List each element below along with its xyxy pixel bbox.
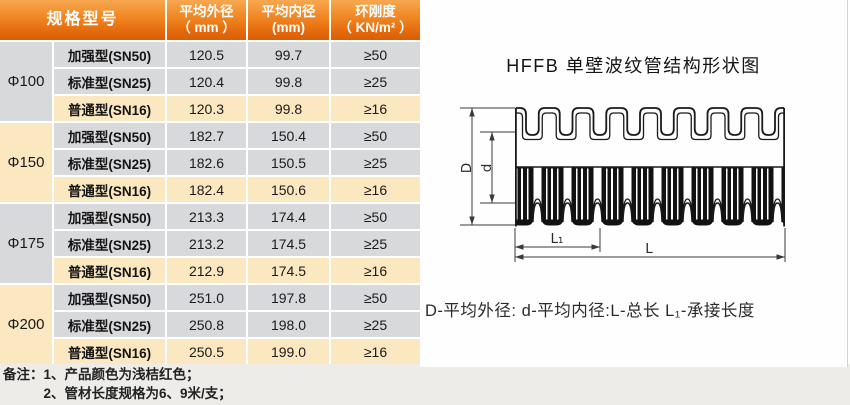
value-cell: 99.8	[248, 69, 329, 94]
value-cell: ≥16	[331, 339, 420, 364]
spec-table: 规格型号 平均外径 （ mm ） 平均内径 (mm) 环刚度 （ KN/m² ）…	[0, 0, 420, 364]
diagram-title: HFFB 单壁波纹管结构形状图	[506, 56, 761, 76]
size-label: Φ150	[0, 123, 52, 202]
value-cell: 150.6	[248, 177, 329, 202]
value-cell: ≥25	[331, 150, 420, 175]
header-line: 平均内径	[261, 4, 316, 19]
size-label: Φ100	[0, 42, 52, 121]
value-cell: 99.8	[248, 96, 329, 121]
pipe-diagram-svg: D d L₁ L	[459, 107, 786, 262]
diagram-panel: HFFB 单壁波纹管结构形状图 D d L₁ L D-平均外径: d-平均内径:…	[420, 0, 848, 367]
spec-group: Φ200 加强型(SN50) 251.0 197.8 ≥50 标准型(SN25) 250.8…	[0, 285, 420, 364]
value-cell: ≥16	[331, 96, 420, 121]
value-cell: 251.0	[167, 285, 246, 310]
table-header: 规格型号 平均外径 （ mm ） 平均内径 (mm) 环刚度 （ KN/m² ）	[0, 0, 420, 40]
value-cell: ≥50	[331, 204, 420, 229]
value-cell: ≥50	[331, 285, 420, 310]
type-cell: 加强型(SN50)	[54, 123, 165, 148]
value-cell: 174.5	[248, 258, 329, 283]
value-cell: 150.4	[248, 123, 329, 148]
value-cell: 174.4	[248, 204, 329, 229]
value-cell: 120.4	[167, 69, 246, 94]
header-spec: 规格型号	[0, 0, 165, 40]
type-cell: 加强型(SN50)	[54, 204, 165, 229]
size-label: Φ175	[0, 204, 52, 283]
type-cell: 普通型(SN16)	[54, 258, 165, 283]
type-cell: 普通型(SN16)	[54, 96, 165, 121]
dim-label-D: D	[459, 163, 475, 173]
value-cell: 197.8	[248, 285, 329, 310]
header-ring-stiffness: 环刚度 （ KN/m² ）	[331, 0, 420, 40]
type-cell: 普通型(SN16)	[54, 177, 165, 202]
spec-group: Φ150 加强型(SN50) 182.7 150.4 ≥50 标准型(SN25) 182.6…	[0, 123, 420, 202]
value-cell: 150.5	[248, 150, 329, 175]
value-cell: 120.5	[167, 42, 246, 67]
header-inner-diameter: 平均内径 (mm)	[248, 0, 329, 40]
type-cell: 标准型(SN25)	[54, 312, 165, 337]
size-label: Φ200	[0, 285, 52, 364]
value-cell: 250.8	[167, 312, 246, 337]
header-outer-diameter: 平均外径 （ mm ）	[167, 0, 246, 40]
table-groups: Φ100 加强型(SN50) 120.5 99.7 ≥50 标准型(SN25) 120.4 9…	[0, 42, 420, 364]
value-cell: 120.3	[167, 96, 246, 121]
type-cell: 加强型(SN50)	[54, 285, 165, 310]
type-cell: 标准型(SN25)	[54, 150, 165, 175]
value-cell: 182.6	[167, 150, 246, 175]
notes-items: 1、产品颜色为浅桔红色； 2、管材长度规格为6、9米/支；	[44, 365, 232, 403]
bottom-strip	[0, 364, 850, 405]
value-cell: 212.9	[167, 258, 246, 283]
header-line: 平均外径	[179, 4, 234, 19]
value-cell: 198.0	[248, 312, 329, 337]
dim-label-d: d	[479, 164, 495, 173]
type-cell: 标准型(SN25)	[54, 231, 165, 256]
header-line: （ KN/m² ）	[338, 20, 413, 35]
value-cell: 182.4	[167, 177, 246, 202]
type-cell: 加强型(SN50)	[54, 42, 165, 67]
value-cell: ≥50	[331, 42, 420, 67]
value-cell: ≥16	[331, 258, 420, 283]
value-cell: 213.2	[167, 231, 246, 256]
value-cell: 199.0	[248, 339, 329, 364]
dim-label-L1: L₁	[551, 231, 564, 247]
header-line: (mm)	[272, 20, 305, 35]
dim-label-L: L	[645, 241, 653, 257]
diagram-caption: D-平均外径: d-平均内径:L-总长 L₁-承接长度	[425, 302, 755, 320]
value-cell: 174.5	[248, 231, 329, 256]
value-cell: ≥25	[331, 231, 420, 256]
spec-group: Φ175 加强型(SN50) 213.3 174.4 ≥50 标准型(SN25) 213.2…	[0, 204, 420, 283]
type-cell: 标准型(SN25)	[54, 69, 165, 94]
note-item: 1、产品颜色为浅桔红色；	[43, 367, 200, 382]
note-item: 2、管材长度规格为6、9米/支；	[43, 386, 232, 401]
header-line: （ mm ）	[177, 20, 236, 35]
value-cell: 182.7	[167, 123, 246, 148]
value-cell: 213.3	[167, 204, 246, 229]
notes-label: 备注：	[3, 367, 44, 382]
type-cell: 普通型(SN16)	[54, 339, 165, 364]
value-cell: 99.7	[248, 42, 329, 67]
value-cell: ≥25	[331, 312, 420, 337]
notes: 备注： 1、产品颜色为浅桔红色； 2、管材长度规格为6、9米/支；	[3, 365, 232, 403]
value-cell: ≥25	[331, 69, 420, 94]
spec-group: Φ100 加强型(SN50) 120.5 99.7 ≥50 标准型(SN25) 120.4 9…	[0, 42, 420, 121]
value-cell: ≥50	[331, 123, 420, 148]
value-cell: ≥16	[331, 177, 420, 202]
value-cell: 250.5	[167, 339, 246, 364]
header-line: 环刚度	[355, 4, 396, 19]
